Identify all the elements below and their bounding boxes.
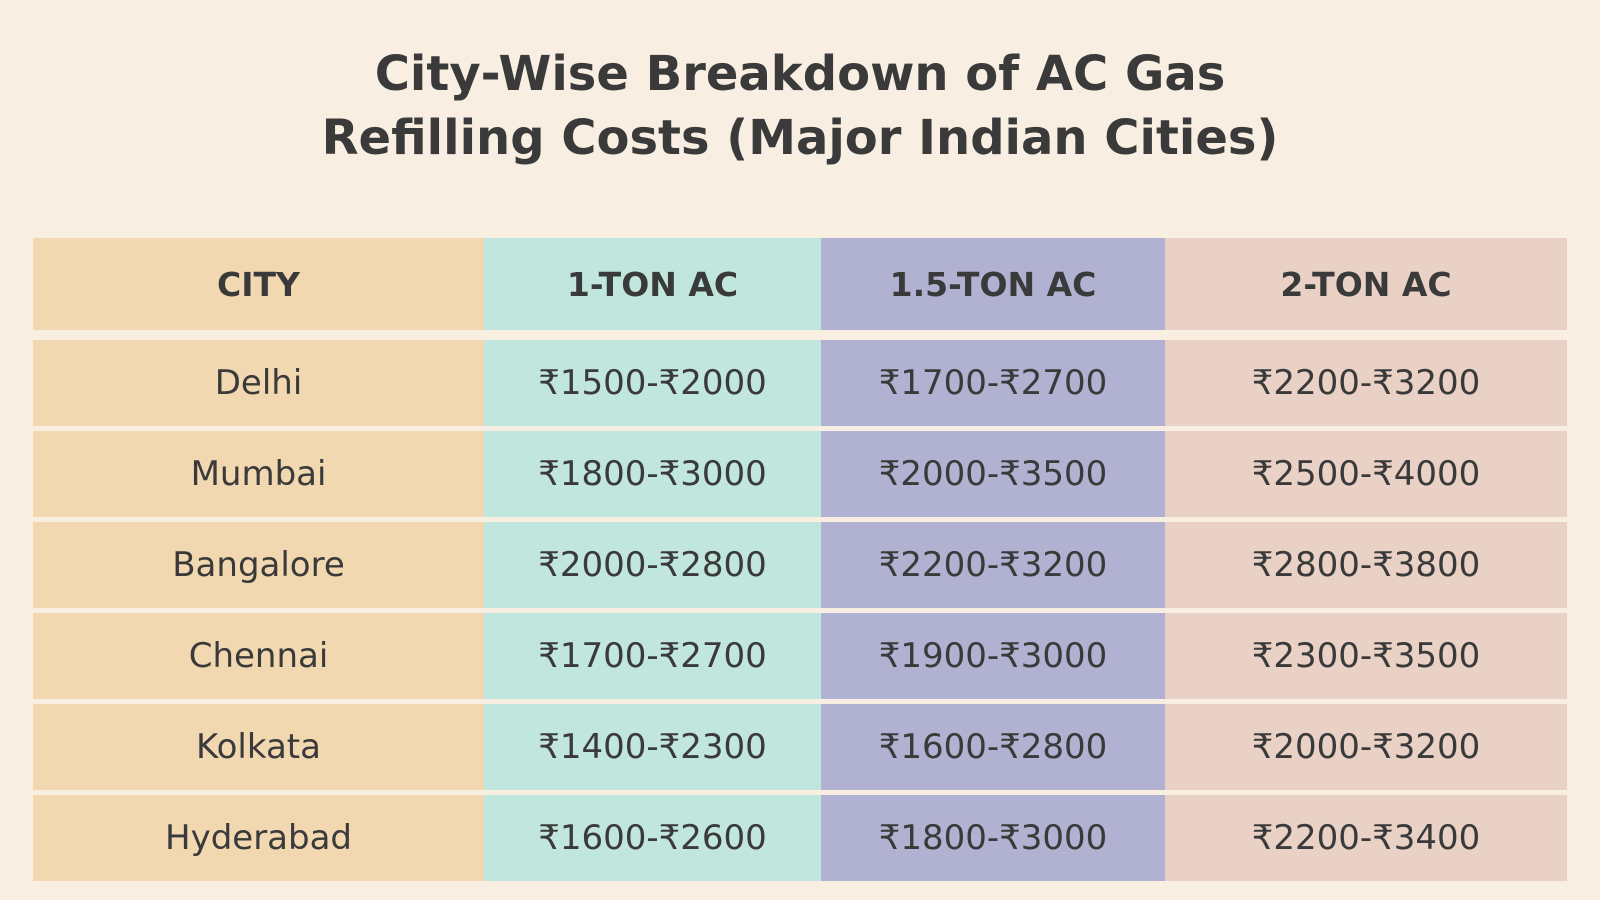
price-cell: ₹1700-₹2700: [821, 340, 1165, 426]
price-cell: ₹1900-₹3000: [821, 613, 1165, 699]
price-cell: ₹2200-₹3200: [821, 522, 1165, 608]
price-cell: ₹2800-₹3800: [1165, 522, 1567, 608]
header-cell: 1-TON AC: [484, 238, 821, 330]
city-cell: Delhi: [33, 340, 484, 426]
title-line: City-Wise Breakdown of AC Gas: [374, 46, 1226, 102]
city-cell: Kolkata: [33, 704, 484, 790]
city-cell: Bangalore: [33, 522, 484, 608]
price-cell: ₹1800-₹3000: [484, 431, 821, 517]
price-cell: ₹1400-₹2300: [484, 704, 821, 790]
header-cell: CITY: [33, 238, 484, 330]
price-cell: ₹1700-₹2700: [484, 613, 821, 699]
price-cell: ₹2500-₹4000: [1165, 431, 1567, 517]
price-cell: ₹1600-₹2800: [821, 704, 1165, 790]
city-cell: Hyderabad: [33, 795, 484, 881]
city-cell: Chennai: [33, 613, 484, 699]
price-cell: ₹2000-₹3200: [1165, 704, 1567, 790]
price-cell: ₹2200-₹3400: [1165, 795, 1567, 881]
price-cell: ₹1600-₹2600: [484, 795, 821, 881]
price-cell: ₹2200-₹3200: [1165, 340, 1567, 426]
price-cell: ₹2000-₹3500: [821, 431, 1165, 517]
header-cell: 1.5-TON AC: [821, 238, 1165, 330]
price-cell: ₹2000-₹2800: [484, 522, 821, 608]
price-cell: ₹1500-₹2000: [484, 340, 821, 426]
price-cell: ₹2300-₹3500: [1165, 613, 1567, 699]
price-cell: ₹1800-₹3000: [821, 795, 1165, 881]
title-line: Refilling Costs (Major Indian Cities): [321, 110, 1279, 166]
header-cell: 2-TON AC: [1165, 238, 1567, 330]
city-cell: Mumbai: [33, 431, 484, 517]
